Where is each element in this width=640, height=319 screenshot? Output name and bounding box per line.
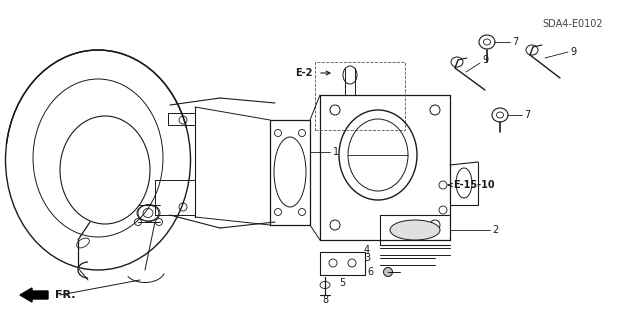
- Text: SDA4-E0102: SDA4-E0102: [543, 19, 603, 29]
- FancyArrow shape: [20, 288, 48, 302]
- Text: 9: 9: [482, 55, 488, 65]
- Bar: [315, 62, 405, 130]
- Text: 8: 8: [322, 295, 328, 305]
- Text: 7: 7: [512, 37, 518, 47]
- Text: 7: 7: [524, 110, 531, 120]
- Text: E-2: E-2: [295, 68, 312, 78]
- Text: FR.: FR.: [55, 290, 76, 300]
- Text: 3: 3: [364, 253, 370, 263]
- Text: 5: 5: [339, 278, 345, 288]
- Text: 2: 2: [492, 225, 499, 235]
- Text: E-15-10: E-15-10: [453, 180, 495, 190]
- Ellipse shape: [390, 220, 440, 240]
- Text: 1: 1: [333, 147, 339, 157]
- Ellipse shape: [383, 268, 392, 277]
- Text: 9: 9: [570, 47, 576, 57]
- Text: 4: 4: [364, 245, 370, 255]
- Text: 6: 6: [367, 267, 373, 277]
